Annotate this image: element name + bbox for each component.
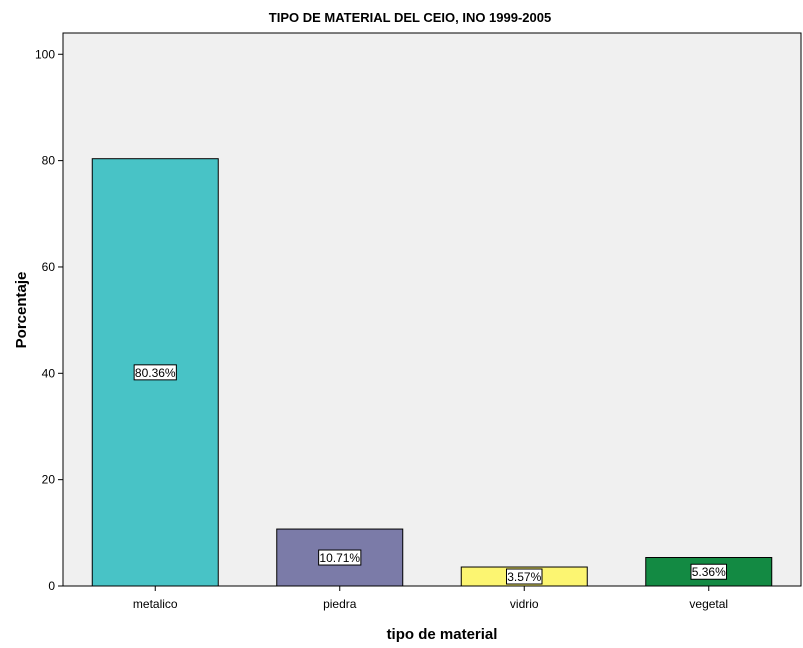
data-label-vegetal: 5.36% — [692, 565, 726, 579]
data-label-box — [318, 549, 362, 566]
x-tick-label-vidrio: vidrio — [510, 597, 539, 611]
y-tick-label: 100 — [35, 47, 55, 61]
data-label-vidrio: 3.57% — [507, 570, 541, 584]
data-label-piedra: 10.71% — [319, 551, 360, 565]
y-tick-label: 40 — [42, 366, 56, 380]
x-axis-title: tipo de material — [387, 626, 498, 643]
y-axis: 0 20 40 60 80 100 — [35, 47, 63, 593]
bars: 80.36% 10.71% 3.57% 5.36% — [91, 158, 773, 587]
y-tick-label: 0 — [48, 579, 55, 593]
y-tick-label: 60 — [42, 260, 56, 274]
x-tick-label-vegetal: vegetal — [689, 597, 728, 611]
y-tick-label: 80 — [42, 154, 56, 168]
y-axis-title: Porcentaje — [13, 272, 30, 349]
y-tick-label: 20 — [42, 473, 56, 487]
x-tick-label-piedra: piedra — [323, 597, 357, 611]
data-label-metalico: 80.36% — [135, 366, 176, 380]
x-axis: metalico piedra vidrio vegetal — [133, 586, 728, 611]
data-label-box — [506, 568, 543, 585]
chart-title: TIPO DE MATERIAL DEL CEIO, INO 1999-2005 — [269, 10, 551, 25]
data-label-box — [690, 563, 727, 580]
x-tick-label-metalico: metalico — [133, 597, 178, 611]
data-label-box — [133, 364, 177, 381]
